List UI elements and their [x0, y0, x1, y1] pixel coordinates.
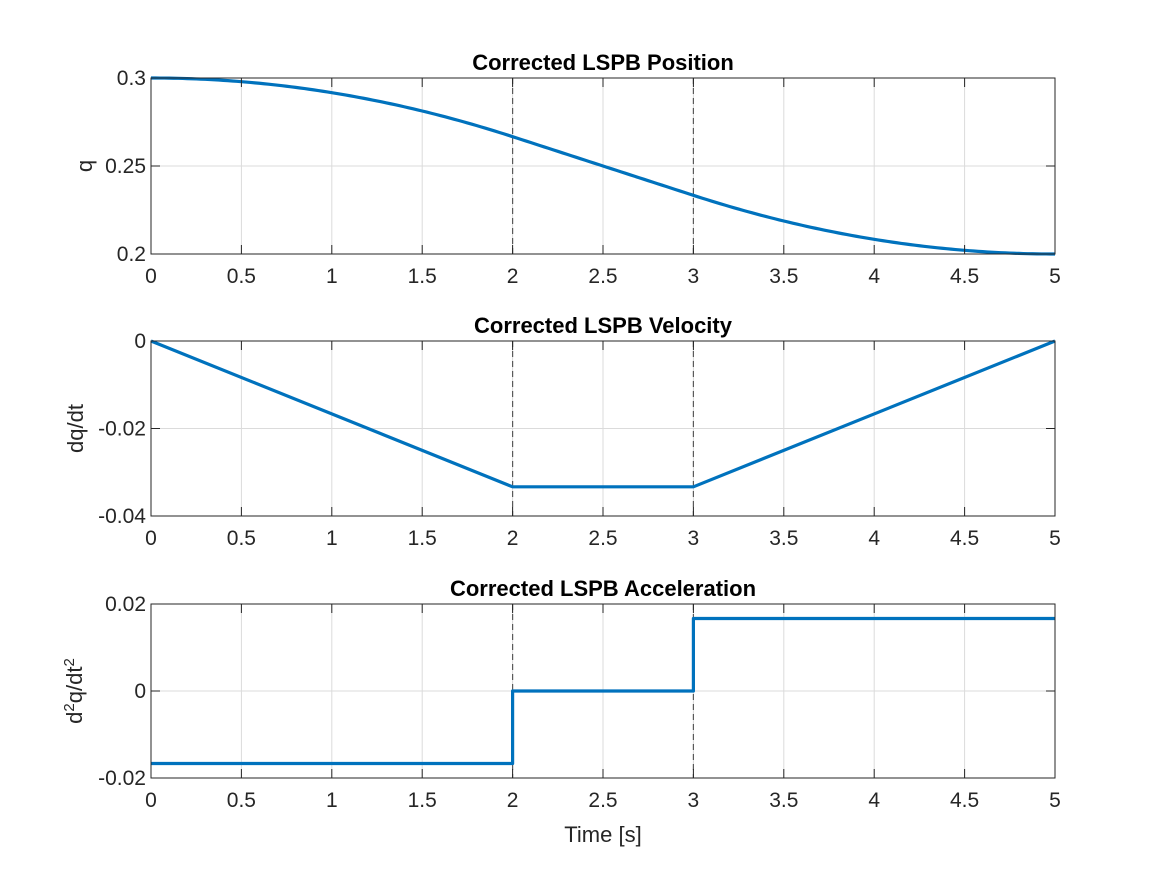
- velocity-grid: [150, 340, 1056, 517]
- acceleration-ylabel-mid: q/dt: [62, 667, 87, 704]
- acceleration-xtick-label: 5: [1049, 789, 1061, 812]
- velocity-xtick-label: 2.5: [588, 527, 617, 550]
- position-xtick-label: 3: [688, 265, 700, 288]
- position-ytick-label: 0.2: [117, 243, 146, 266]
- velocity-ytick-label: 0: [134, 330, 146, 353]
- acceleration-xtick-label: 3: [688, 789, 700, 812]
- velocity-line: [150, 339, 1056, 489]
- position-line: [150, 76, 1056, 256]
- position-xtick-label: 1.5: [408, 265, 437, 288]
- velocity-xtick-label: 5: [1049, 527, 1061, 550]
- acceleration-xtick-label: 1.5: [408, 789, 437, 812]
- position-ticks: 0 0.5 1 1.5 2 2.5 3 3.5 4 4.5 5 0.2 0.25 0.3: [105, 67, 1061, 288]
- velocity-xtick-label: 3.5: [769, 527, 798, 550]
- acceleration-ylabel-d: d: [62, 712, 87, 724]
- velocity-ticks: 0 0.5 1 1.5 2 2.5 3 3.5 4 4.5 5 -0.04 -0.02 0: [98, 330, 1061, 550]
- acceleration-ylabel-sup1: 2: [61, 703, 78, 711]
- position-xtick-label: 2: [507, 265, 519, 288]
- acceleration-xtick-label: 4.5: [950, 789, 979, 812]
- acceleration-xtick-label: 0.5: [227, 789, 256, 812]
- acceleration-xtick-label: 4: [868, 789, 880, 812]
- position-xtick-label: 3.5: [769, 265, 798, 288]
- acceleration-xtick-label: 2: [507, 789, 519, 812]
- position-xtick-label: 4.5: [950, 265, 979, 288]
- acceleration-series: [151, 616, 1055, 766]
- acceleration-xtick-label: 2.5: [588, 789, 617, 812]
- velocity-xtick-label: 0: [145, 527, 157, 550]
- velocity-series: [150, 339, 1056, 489]
- position-xtick-label: 0.5: [227, 265, 256, 288]
- velocity-title: Corrected LSPB Velocity: [474, 313, 733, 338]
- acceleration-xlabel: Time [s]: [564, 822, 641, 847]
- position-series: [150, 76, 1056, 256]
- acceleration-line: [151, 616, 1055, 766]
- acceleration-ylabel: d2q/dt2: [61, 658, 88, 724]
- acceleration-xtick-label: 1: [326, 789, 338, 812]
- position-xtick-label: 2.5: [588, 265, 617, 288]
- velocity-ytick-label: -0.02: [98, 418, 146, 441]
- position-xtick-label: 5: [1049, 265, 1061, 288]
- position-ytick-label: 0.3: [117, 67, 146, 90]
- acceleration-xtick-label: 0: [145, 789, 157, 812]
- acceleration-ytick-label: 0.02: [105, 593, 146, 616]
- velocity-subplot: 0 0.5 1 1.5 2 2.5 3 3.5 4 4.5 5 -0.04 -0.02 0 Correct…: [63, 313, 1061, 550]
- velocity-xtick-label: 0.5: [227, 527, 256, 550]
- velocity-xtick-label: 1.5: [408, 527, 437, 550]
- velocity-xtick-label: 3: [688, 527, 700, 550]
- position-ytick-label: 0.25: [105, 155, 146, 178]
- velocity-ylabel: dq/dt: [63, 404, 88, 453]
- acceleration-ytick-label: 0: [134, 680, 146, 703]
- acceleration-ylabel-sup2: 2: [61, 658, 78, 666]
- velocity-xtick-label: 4.5: [950, 527, 979, 550]
- velocity-xtick-label: 2: [507, 527, 519, 550]
- velocity-xtick-label: 4: [868, 527, 880, 550]
- position-xtick-label: 1: [326, 265, 338, 288]
- acceleration-xtick-label: 3.5: [769, 789, 798, 812]
- velocity-ytick-label: -0.04: [98, 505, 146, 528]
- position-ylabel: q: [72, 160, 97, 172]
- position-xtick-label: 4: [868, 265, 880, 288]
- position-subplot: 0 0.5 1 1.5 2 2.5 3 3.5 4 4.5 5 0.2 0.25 0.3 Correcte…: [72, 50, 1061, 288]
- position-xtick-label: 0: [145, 265, 157, 288]
- velocity-xtick-label: 1: [326, 527, 338, 550]
- acceleration-title: Corrected LSPB Acceleration: [450, 576, 756, 601]
- acceleration-ytick-label: -0.02: [98, 767, 146, 790]
- position-title: Corrected LSPB Position: [472, 50, 734, 75]
